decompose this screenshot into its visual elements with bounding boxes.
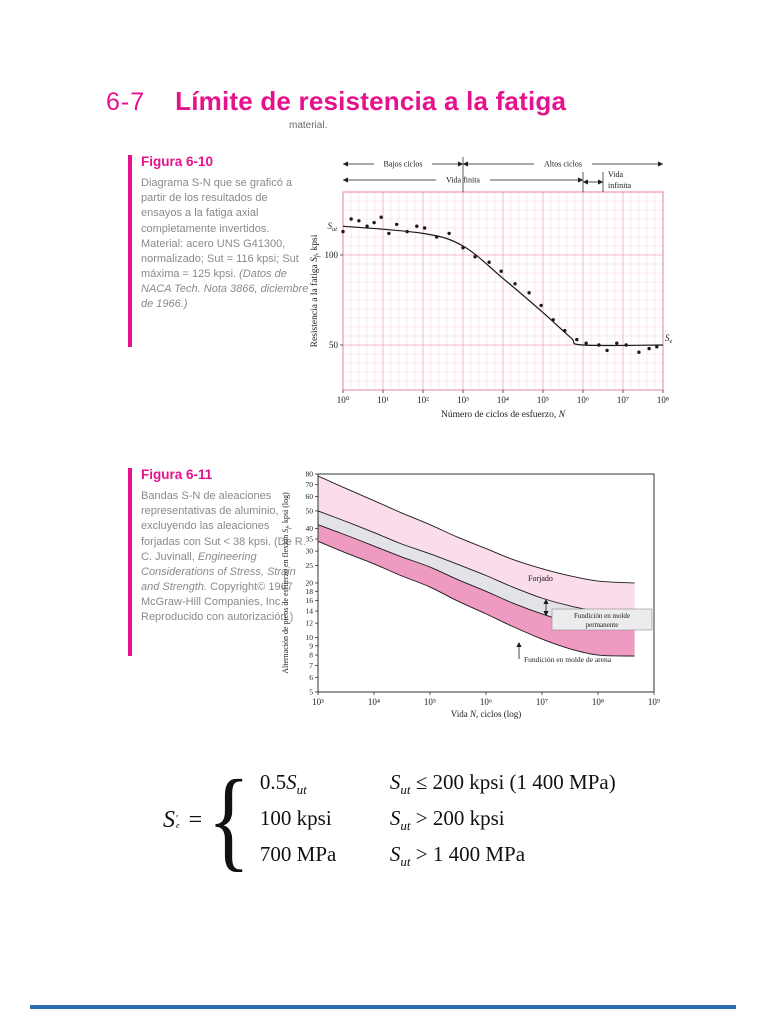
- equation-equals: =: [188, 806, 203, 833]
- svg-text:40: 40: [306, 524, 314, 533]
- svg-text:70: 70: [306, 480, 314, 489]
- svg-text:10: 10: [306, 633, 314, 642]
- svg-text:infinita: infinita: [608, 181, 632, 190]
- equation-lhs-symbol: S: [163, 806, 175, 833]
- svg-text:Fundición en molde de arena: Fundición en molde de arena: [524, 655, 612, 664]
- svg-text:80: 80: [306, 470, 314, 479]
- figure-6-10-label: Figura 6-10: [141, 154, 214, 169]
- section-number: 6-7: [106, 88, 146, 116]
- data-points: [341, 215, 659, 354]
- svg-text:10²: 10²: [417, 395, 429, 405]
- figure-6-10-caption-body: Diagrama S-N que se graficó a partir de …: [141, 177, 299, 281]
- figure-6-11-caption-note-post: Copyright© 1967 McGraw-Hill Companies, I…: [141, 581, 294, 624]
- svg-text:10⁵: 10⁵: [424, 697, 436, 707]
- svg-text:6: 6: [309, 673, 313, 682]
- figure-6-11-caption-body: Bandas S-N de aleaciones representativas…: [141, 490, 279, 548]
- section-header: 6-7 Límite de resistencia a la fatiga: [106, 86, 566, 117]
- svg-text:30: 30: [306, 547, 314, 556]
- text-fragment: material.: [289, 120, 328, 131]
- sn-diagram-figure-6-10: 10⁰ 10¹ 10² 10³ 10⁴ 10⁵ 10⁶ 10⁷ 10⁸ 50 100 Número d…: [309, 157, 673, 420]
- svg-text:permanente: permanente: [586, 621, 619, 629]
- sn-curve: [342, 225, 664, 347]
- svg-text:8: 8: [309, 651, 313, 660]
- equation-lhs-supsub: ′ e: [176, 812, 180, 831]
- svg-text:10⁸: 10⁸: [592, 697, 604, 707]
- svg-text:Forjado: Forjado: [528, 574, 553, 583]
- svg-text:Resistencia a la fatiga Sf, kp: Resistencia a la fatiga Sf, kpsi: [309, 234, 321, 347]
- equation-lhs-subscript: e: [176, 821, 180, 831]
- svg-text:10⁶: 10⁶: [577, 395, 589, 405]
- svg-text:10³: 10³: [312, 697, 324, 707]
- svg-text:16: 16: [306, 596, 314, 605]
- svg-text:Sut: Sut: [327, 221, 337, 233]
- figure-6-10-rule: [128, 155, 132, 347]
- svg-text:60: 60: [306, 492, 314, 501]
- svg-text:9: 9: [309, 641, 313, 650]
- figure-6-11-rule: [128, 468, 132, 656]
- svg-text:100: 100: [325, 250, 339, 260]
- svg-text:10⁷: 10⁷: [617, 395, 629, 405]
- svg-text:Alternación de picos de esfuer: Alternación de picos de esfuerzo en flex…: [281, 492, 292, 674]
- page-bottom-rule: [30, 1005, 736, 1009]
- equation-rows: 0.5Sut Sut ≤ 200 kpsi (1 400 MPa) 100 kp…: [260, 770, 616, 871]
- section-title: Límite de resistencia a la fatiga: [175, 86, 567, 116]
- endurance-limit-equation: S ′ e = { 0.5Sut Sut ≤ 200 kpsi (1 400 MPa…: [163, 757, 616, 882]
- axis-ticks: 10⁰ 10¹ 10² 10³ 10⁴ 10⁵ 10⁶ 10⁷ 10⁸ 50 100: [325, 250, 670, 405]
- svg-text:10⁶: 10⁶: [480, 697, 492, 707]
- svg-text:Se: Se: [665, 333, 673, 345]
- svg-text:Bajos ciclos: Bajos ciclos: [384, 160, 423, 169]
- svg-text:Vida: Vida: [608, 170, 624, 179]
- svg-text:10⁴: 10⁴: [368, 697, 380, 707]
- figure-6-11-caption-note-pre: (De R. C. Juvinall,: [141, 535, 306, 563]
- svg-text:10⁸: 10⁸: [657, 395, 669, 405]
- svg-text:25: 25: [306, 561, 314, 570]
- figure-6-10-caption: Diagrama S-N que se graficó a partir de …: [141, 176, 311, 313]
- equation-brace: {: [207, 757, 251, 882]
- figure-6-11-caption: Bandas S-N de aleaciones representativas…: [141, 489, 311, 626]
- equation-lhs-prime: ′: [176, 812, 179, 825]
- svg-text:5: 5: [309, 688, 313, 697]
- svg-text:10⁰: 10⁰: [337, 395, 350, 405]
- svg-text:Fundición en molde: Fundición en molde: [574, 612, 630, 620]
- svg-text:50: 50: [329, 340, 339, 350]
- svg-text:10⁴: 10⁴: [497, 395, 509, 405]
- equation-row: 700 MPa Sut > 1 400 MPa: [260, 842, 616, 870]
- svg-text:18: 18: [306, 587, 314, 596]
- figure-6-10-caption-note: (Datos de NACA Tech. Nota 3866, diciembr…: [141, 268, 309, 311]
- equation-row-condition: Sut > 200 kpsi: [389, 806, 505, 834]
- equation-row-value: 100 kpsi: [259, 806, 332, 831]
- svg-text:10¹: 10¹: [377, 395, 389, 405]
- svg-text:Número de ciclos de esfuerzo,: Número de ciclos de esfuerzo, N: [441, 409, 566, 420]
- svg-text:10³: 10³: [457, 395, 469, 405]
- figure-6-11-label: Figura 6-11: [141, 467, 213, 482]
- svg-text:10⁷: 10⁷: [536, 697, 548, 707]
- equation-lhs: S ′ e =: [163, 807, 202, 834]
- figure-6-11-caption-note-title: Engineering Considerations of Stress, St…: [141, 550, 296, 594]
- equation-row: 0.5Sut Sut ≤ 200 kpsi (1 400 MPa): [260, 770, 616, 798]
- svg-text:Vida N, ciclos (log): Vida N, ciclos (log): [451, 709, 521, 719]
- svg-text:14: 14: [306, 607, 314, 616]
- equation-row-value: 0.5Sut: [259, 770, 307, 798]
- svg-text:35: 35: [306, 534, 314, 543]
- svg-text:Altos ciclos: Altos ciclos: [544, 160, 582, 169]
- svg-text:20: 20: [306, 579, 314, 588]
- svg-text:7: 7: [309, 661, 313, 670]
- equation-row-condition: Sut ≤ 200 kpsi (1 400 MPa): [389, 770, 616, 798]
- svg-text:50: 50: [306, 506, 314, 515]
- svg-text:12: 12: [306, 619, 314, 628]
- svg-text:10⁹: 10⁹: [648, 697, 660, 707]
- equation-row-condition: Sut > 1 400 MPa: [389, 842, 526, 870]
- equation-row-value: 700 MPa: [259, 842, 337, 867]
- equation-row: 100 kpsi Sut > 200 kpsi: [260, 806, 616, 834]
- grid: [342, 191, 664, 391]
- svg-text:10⁵: 10⁵: [537, 395, 549, 405]
